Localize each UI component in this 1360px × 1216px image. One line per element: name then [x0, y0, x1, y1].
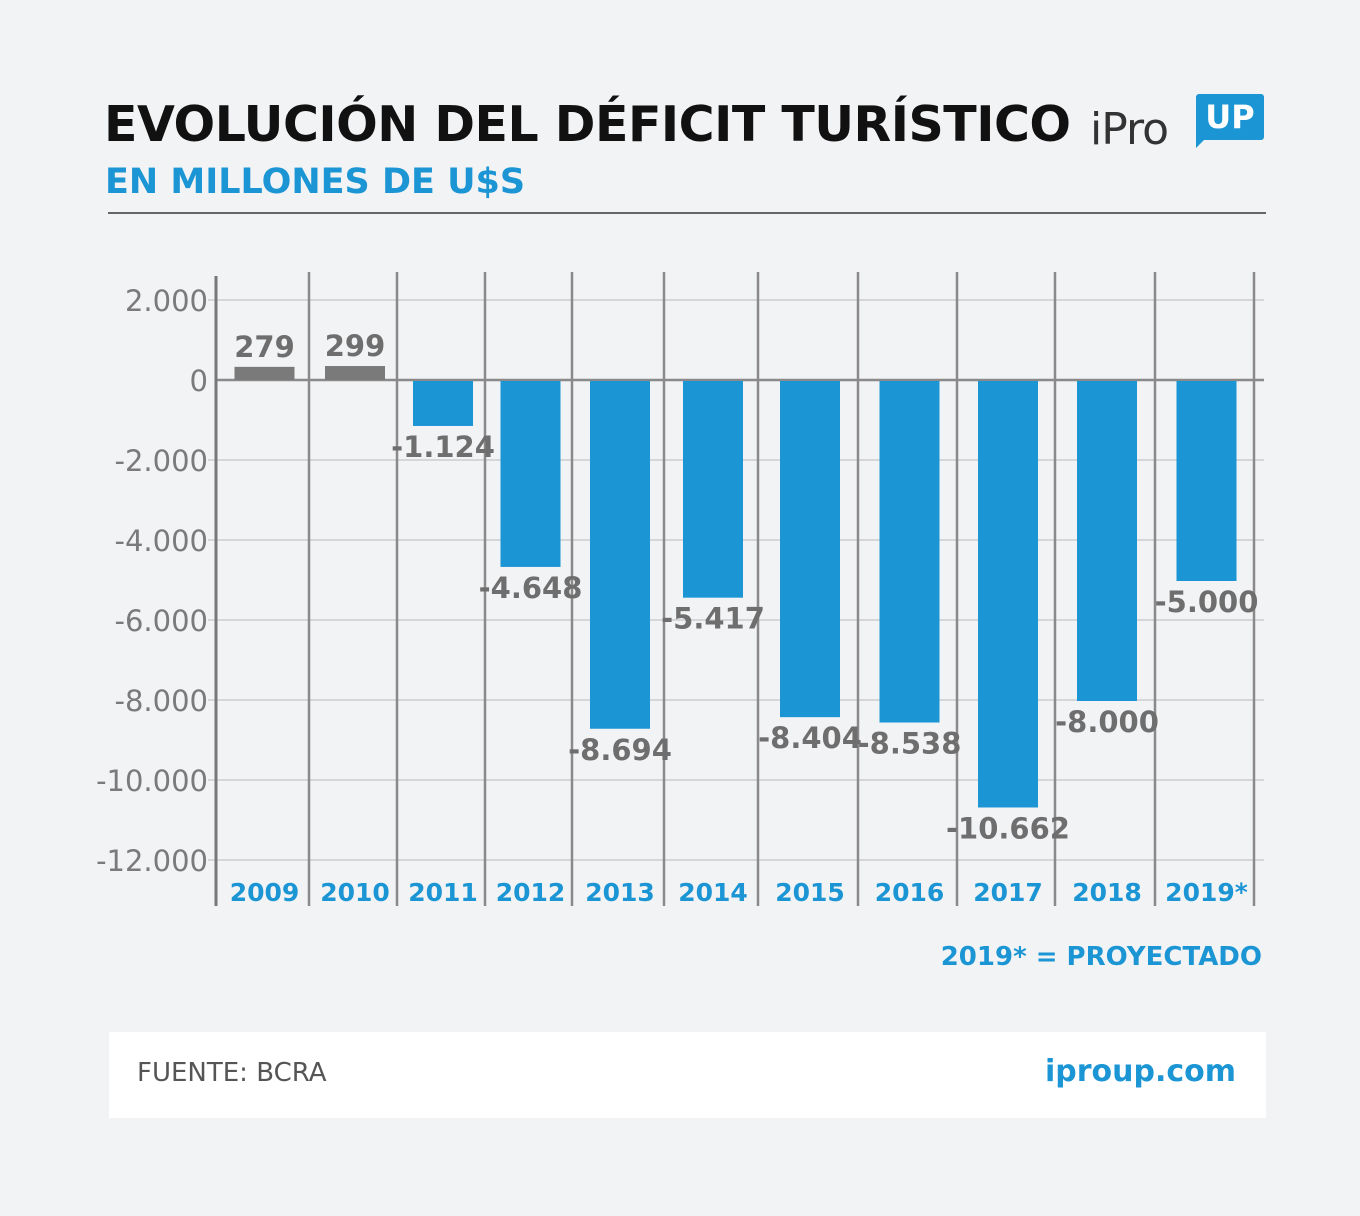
bar — [978, 381, 1038, 808]
x-tick-label: 2019* — [1165, 878, 1248, 907]
iproup-logo: iPro UP — [1088, 92, 1268, 162]
bar-value-label: -8.694 — [568, 733, 672, 767]
bar-value-label: -5.417 — [661, 602, 765, 636]
x-tick-label: 2018 — [1072, 878, 1142, 907]
bar — [325, 366, 385, 380]
y-tick-label: 0 — [190, 364, 208, 398]
logo-text: iPro — [1090, 104, 1169, 155]
chart-title: EVOLUCIÓN DEL DÉFICIT TURÍSTICO — [104, 96, 1071, 153]
header-divider — [108, 212, 1266, 214]
y-tick-label: -10.000 — [96, 764, 208, 798]
bar — [1176, 381, 1237, 581]
bar-value-label: 299 — [325, 329, 386, 363]
y-tick-label: -2.000 — [115, 444, 209, 478]
bar-value-label: 279 — [234, 330, 295, 364]
y-tick-label: -12.000 — [96, 844, 208, 878]
bar — [780, 381, 840, 718]
bar — [879, 381, 940, 723]
bar — [500, 381, 561, 567]
bar-value-label: -5.000 — [1155, 585, 1259, 619]
website-link[interactable]: iproup.com — [1044, 1054, 1236, 1089]
bar — [1077, 381, 1137, 701]
bar — [590, 381, 650, 729]
x-tick-label: 2016 — [875, 878, 945, 907]
bar — [234, 366, 295, 380]
x-tick-label: 2013 — [585, 878, 655, 907]
bar — [413, 381, 473, 426]
x-tick-label: 2012 — [496, 878, 566, 907]
logo-badge-tail — [1196, 138, 1206, 148]
x-tick-label: 2011 — [408, 878, 478, 907]
y-tick-label: -4.000 — [115, 524, 209, 558]
bar-value-label: -8.000 — [1055, 705, 1159, 739]
y-tick-label: -6.000 — [115, 604, 209, 638]
bar-value-label: -4.648 — [479, 571, 583, 605]
x-tick-label: 2017 — [973, 878, 1043, 907]
y-tick-label: -8.000 — [115, 684, 209, 718]
bar-value-label: -1.124 — [391, 430, 495, 464]
logo-badge: UP — [1196, 94, 1264, 140]
chart-subtitle: EN MILLONES DE U$S — [105, 162, 526, 202]
x-tick-label: 2014 — [678, 878, 748, 907]
projection-note: 2019* = PROYECTADO — [940, 942, 1262, 972]
bar-value-label: -10.662 — [946, 811, 1070, 845]
y-tick-label: 2.000 — [125, 284, 208, 318]
x-tick-label: 2015 — [775, 878, 845, 907]
x-tick-label: 2009 — [230, 878, 300, 907]
bar — [683, 381, 743, 598]
footer-bar: FUENTE: BCRA iproup.com — [109, 1032, 1266, 1118]
x-tick-label: 2010 — [320, 878, 390, 907]
bar-value-label: -8.404 — [758, 721, 862, 755]
source-label: FUENTE: BCRA — [137, 1058, 327, 1088]
bar-value-label: -8.538 — [858, 727, 962, 761]
